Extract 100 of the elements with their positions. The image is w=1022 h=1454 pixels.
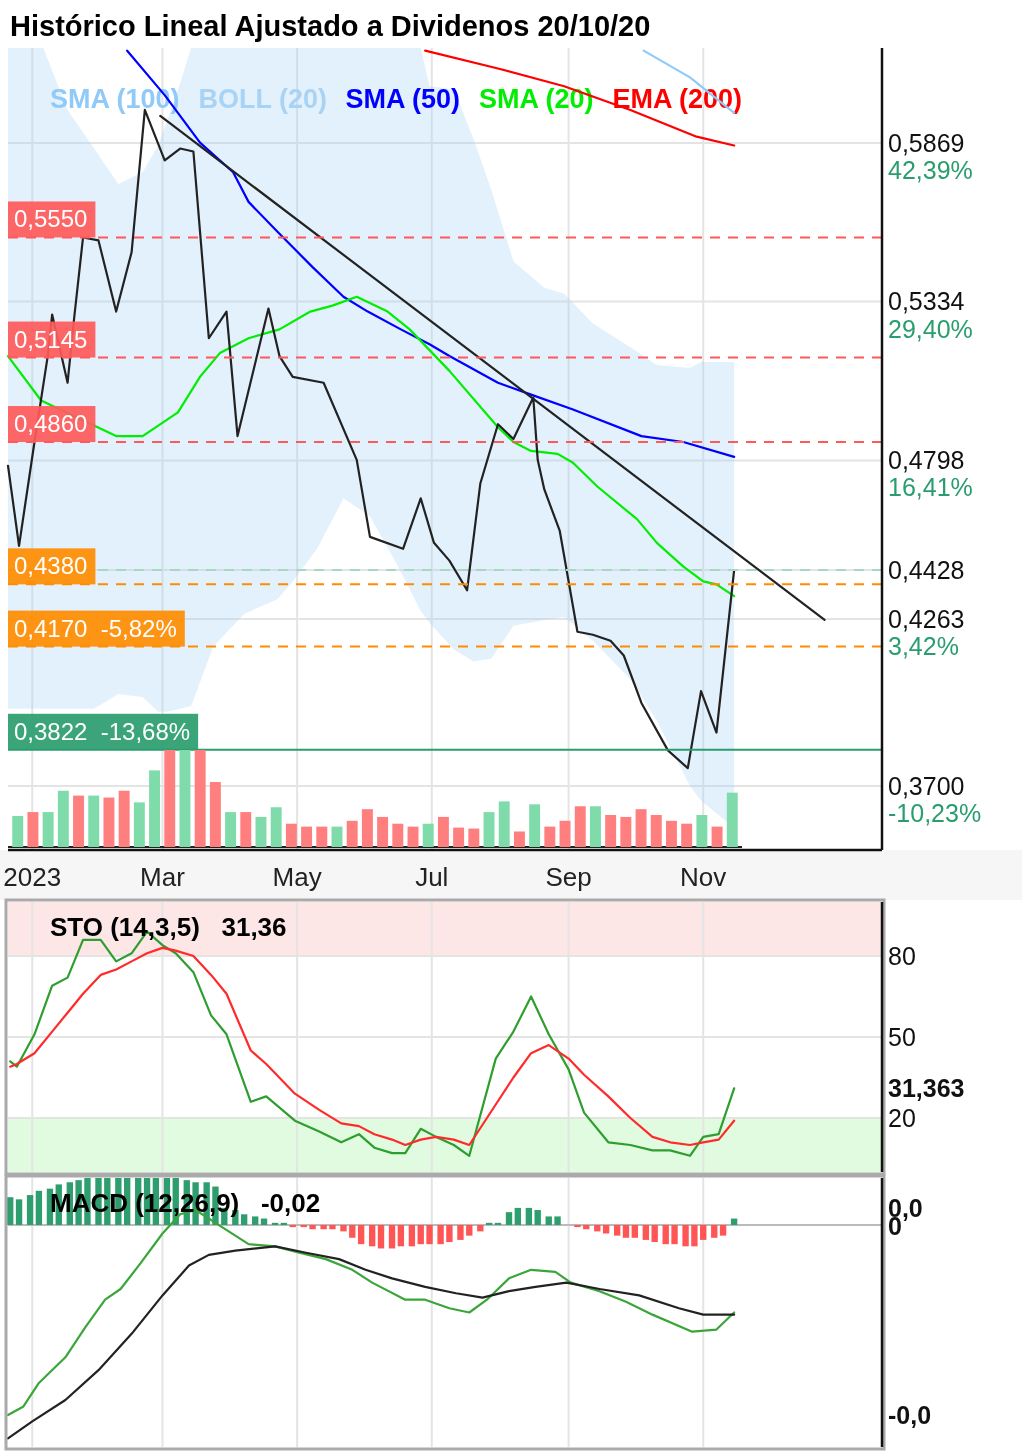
ref-line-label: 0,4380 (14, 552, 88, 580)
x-tick-label: Jul (415, 862, 449, 892)
y-tick-label: 20 (888, 1104, 916, 1132)
bar (357, 1224, 365, 1245)
x-tick-label: May (272, 862, 322, 892)
bar (225, 812, 237, 847)
bar (35, 1190, 43, 1225)
bar (483, 812, 495, 847)
bar (118, 790, 130, 847)
bar (525, 1207, 533, 1225)
ref-line-label: 0,4860 (14, 410, 88, 438)
y-tick-label: 0,5334 (888, 287, 965, 316)
y-tick-label: 0,5869 (888, 128, 965, 157)
bar (57, 790, 69, 847)
bar (650, 814, 662, 847)
bar (179, 750, 191, 847)
bar (635, 809, 647, 847)
bar (426, 1224, 433, 1245)
bar (544, 826, 556, 847)
bar (574, 1224, 581, 1228)
bar (377, 816, 389, 847)
bar (726, 792, 738, 847)
bar (361, 809, 373, 847)
bar (133, 802, 145, 847)
text: -0,0 (888, 1401, 932, 1429)
bar (88, 795, 100, 847)
bar (407, 826, 419, 847)
bar (589, 806, 601, 847)
bar (209, 782, 221, 847)
bar (534, 1210, 541, 1225)
series-label: EMA (200) (612, 84, 743, 114)
y2-tick-label: -10,23% (888, 798, 982, 827)
bar (377, 1224, 385, 1249)
bar (331, 826, 343, 847)
line-series (6, 295, 736, 598)
y2-tick-label: 16,41% (888, 473, 973, 502)
bar (270, 807, 282, 847)
bar (252, 1216, 259, 1225)
bar (691, 1224, 698, 1247)
ref-line-label: 0,3822 -13,68% (14, 717, 191, 745)
bar (42, 812, 54, 847)
bar (505, 1212, 513, 1225)
bar (73, 795, 85, 847)
bar (285, 823, 297, 847)
bar (711, 826, 723, 847)
text: 31,363 (888, 1074, 965, 1103)
bar (388, 1224, 396, 1249)
y-tick-label: 0,3700 (888, 771, 965, 800)
y2-tick-label: 42,39% (888, 155, 973, 184)
bar (545, 1216, 552, 1225)
y2-tick-label: 3,42% (888, 632, 959, 661)
bar (340, 1224, 347, 1232)
bar (602, 1224, 610, 1234)
bar (514, 1207, 522, 1225)
ref-line-label: 0,4170 -5,82% (14, 614, 177, 642)
bar (613, 1224, 621, 1236)
bar (529, 804, 541, 847)
x-tick-label: 2023 (3, 862, 62, 892)
x-tick-label: Nov (680, 862, 727, 892)
bar (316, 826, 328, 847)
bar (15, 1199, 23, 1225)
text: SMA (20) (479, 84, 594, 114)
bar (346, 820, 358, 847)
bar (397, 1224, 405, 1247)
y-tick-label: 0,4428 (888, 556, 965, 585)
y-tick-label: 0,4798 (888, 446, 965, 475)
bar (437, 1224, 444, 1245)
bar (149, 770, 161, 847)
bar (700, 1224, 707, 1240)
bar (437, 816, 449, 847)
bar (671, 1224, 678, 1245)
bar (574, 806, 586, 847)
bar (622, 1224, 630, 1238)
bar (665, 820, 677, 847)
bar (392, 823, 404, 847)
bar (240, 1214, 248, 1225)
chart-title: Histórico Lineal Ajustado a Dividenos 20/10/20 (10, 10, 651, 42)
bar (27, 812, 39, 847)
bar (559, 820, 571, 847)
bar (26, 1195, 34, 1225)
y-tick-label: 80 (888, 942, 916, 970)
bar (711, 1224, 718, 1238)
bar (468, 828, 480, 847)
y2-tick-label: 29,40% (888, 314, 973, 343)
bar (309, 1224, 316, 1230)
bar (164, 750, 176, 847)
bar (103, 797, 115, 847)
bar (719, 1224, 727, 1236)
bar (408, 1224, 416, 1247)
x-tick-label: Sep (545, 862, 592, 892)
bar (368, 1224, 376, 1247)
bar (240, 812, 252, 847)
bar (696, 814, 708, 847)
bar (194, 750, 206, 847)
bar (301, 826, 313, 847)
bar (682, 1224, 689, 1247)
text: SMA (50) (345, 84, 461, 114)
bar (620, 816, 632, 847)
bar (453, 827, 465, 847)
bar (662, 1224, 669, 1245)
